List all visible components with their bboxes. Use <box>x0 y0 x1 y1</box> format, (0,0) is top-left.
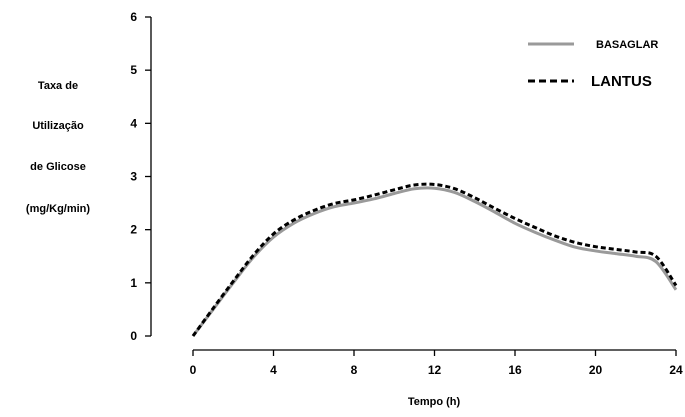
x-tick-label: 4 <box>270 363 277 377</box>
y-tick-label: 3 <box>130 170 137 184</box>
y-tick-label: 1 <box>130 276 137 290</box>
y-tick-label: 4 <box>130 116 137 130</box>
series-line-basaglar <box>191 186 678 337</box>
x-tick-label: 16 <box>508 363 522 377</box>
legend: BASAGLAR LANTUS <box>528 39 658 90</box>
y-axis-label-line-2: Utilização <box>32 120 84 132</box>
y-tick-label: 2 <box>130 223 137 237</box>
x-tick-label: 8 <box>351 363 358 377</box>
series-line-lantus <box>191 182 678 337</box>
y-tick-label: 0 <box>130 329 137 343</box>
y-axis-label-line-4: (mg/Kg/min) <box>26 203 90 215</box>
legend-label-basaglar: BASAGLAR <box>596 39 658 51</box>
y-axis-label-line-3: de Glicose <box>30 161 86 173</box>
y-axis-label-line-1: Taxa de <box>38 80 78 92</box>
x-tick-label: 12 <box>428 363 442 377</box>
x-tick-label: 24 <box>669 363 683 377</box>
x-axis-label: Tempo (h) <box>408 396 461 408</box>
legend-label-lantus: LANTUS <box>591 73 652 90</box>
x-tick-label: 20 <box>589 363 603 377</box>
y-axis-label: Taxa de Utilização de Glicose (mg/Kg/min… <box>26 80 90 215</box>
y-tick-label: 5 <box>130 63 137 77</box>
x-tick-label: 0 <box>190 363 197 377</box>
y-tick-label: 6 <box>130 10 137 24</box>
series-layer <box>191 182 678 337</box>
